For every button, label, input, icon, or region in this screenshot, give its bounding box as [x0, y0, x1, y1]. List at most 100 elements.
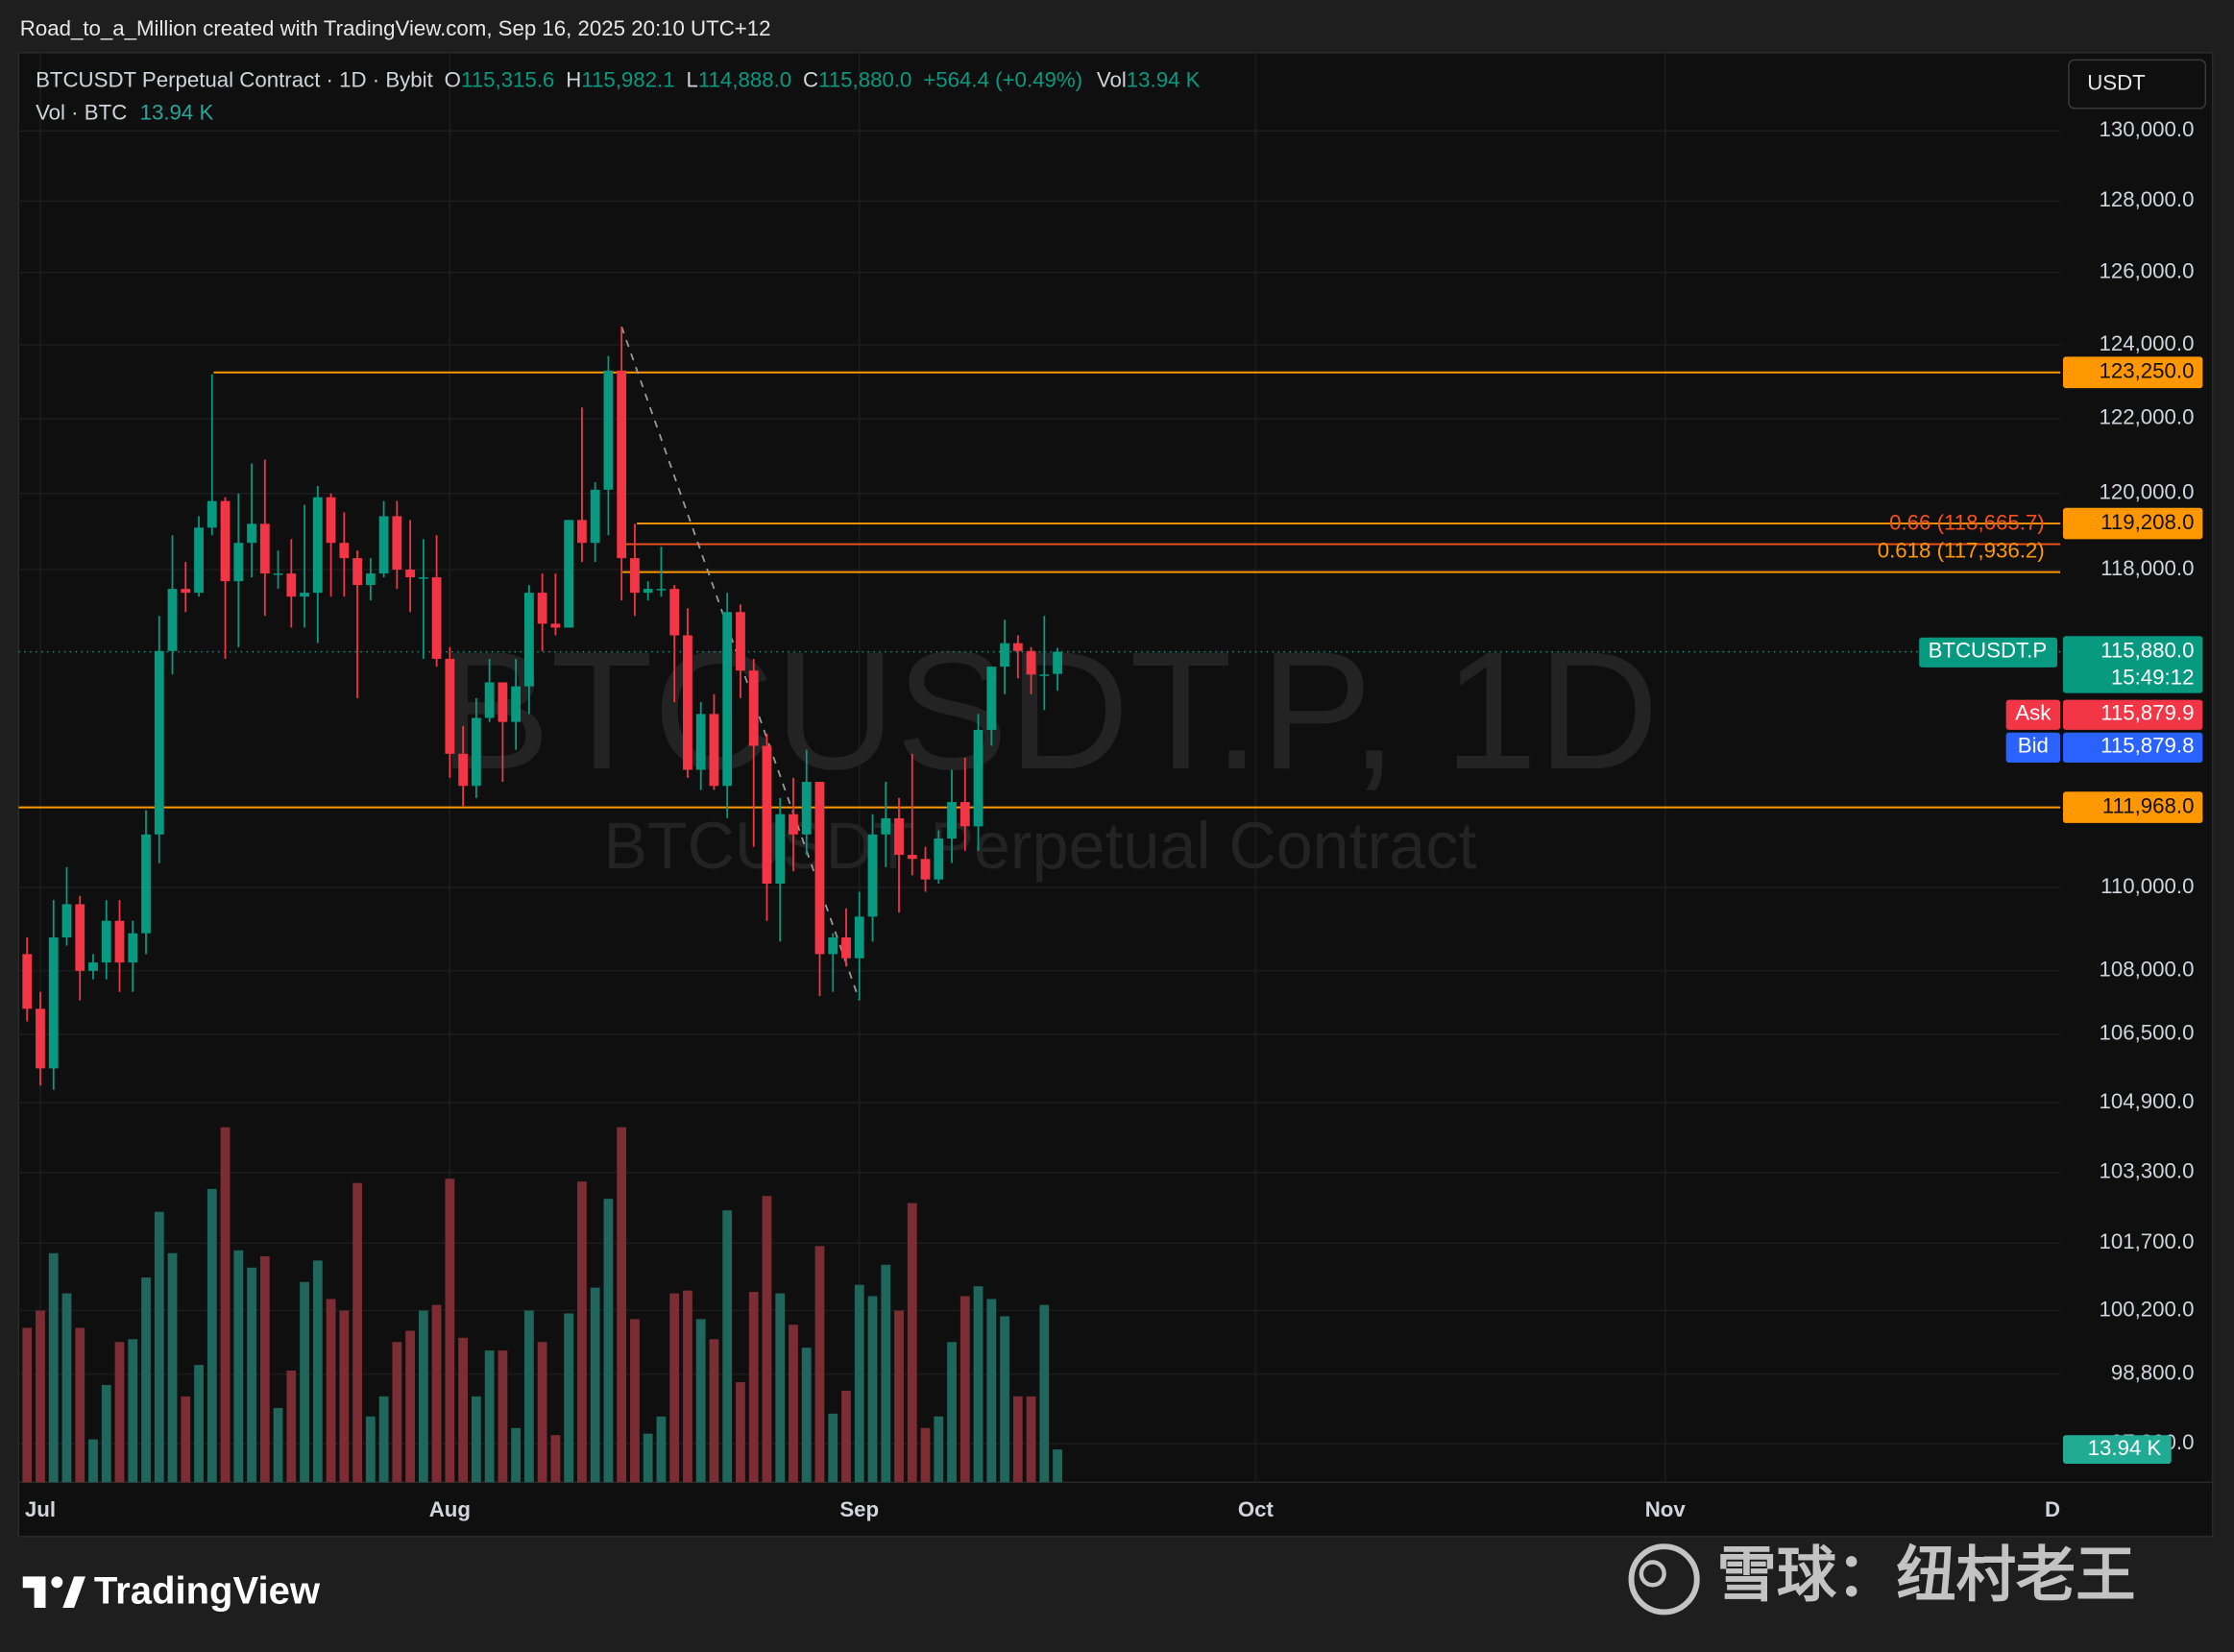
candle-body: [617, 370, 627, 559]
volume-bar: [973, 1286, 983, 1483]
volume-bar: [75, 1327, 85, 1483]
legend-item: 115,315.6: [461, 67, 554, 91]
candle-body: [378, 516, 389, 574]
volume-bar: [564, 1313, 574, 1483]
candle-body: [590, 489, 600, 544]
legend-item: 13.94 K: [1127, 67, 1201, 91]
candle-body: [683, 635, 692, 770]
volume-bar: [709, 1339, 719, 1483]
candle-body: [312, 497, 323, 594]
currency-label: USDT: [2087, 70, 2146, 94]
volume-bar: [339, 1310, 350, 1483]
volume-bar: [1012, 1396, 1023, 1483]
volume-bar: [114, 1342, 125, 1483]
logo-text: TradingView: [94, 1570, 321, 1613]
bid-name-tag: [2005, 732, 2061, 763]
legend-item: 114,888.0: [698, 67, 791, 91]
candle-body: [603, 370, 614, 490]
candle-body: [206, 500, 217, 528]
candle-body: [695, 714, 706, 770]
level-tag-label: 123,250.0: [2100, 359, 2195, 383]
volume-bar: [736, 1382, 745, 1483]
candle-body: [736, 612, 745, 671]
volume-bar: [947, 1342, 957, 1483]
volume-bar: [431, 1304, 442, 1483]
volume-bar: [312, 1260, 323, 1483]
x-tick-label: Oct: [1238, 1497, 1275, 1521]
candle-body: [709, 714, 719, 787]
volume-bar: [498, 1350, 508, 1483]
level-tag-label: 119,208.0: [2100, 510, 2194, 534]
volume-bar: [286, 1371, 297, 1483]
candle-body: [564, 520, 574, 628]
candle-body: [722, 612, 733, 787]
volume-bar: [101, 1385, 111, 1483]
y-tick-label: 101,700.0: [2100, 1229, 2195, 1253]
candle-body: [511, 686, 522, 722]
y-tick-label: 108,000.0: [2100, 958, 2195, 982]
volume-bar: [220, 1127, 231, 1483]
candle-body: [247, 523, 256, 544]
volume-bar: [828, 1413, 838, 1483]
candle-body: [1026, 650, 1036, 675]
candle-body: [273, 573, 283, 575]
y-tick-label: 128,000.0: [2100, 187, 2195, 211]
volume-bar: [894, 1310, 904, 1483]
volume-bar: [762, 1196, 772, 1483]
candle-body: [656, 589, 667, 591]
candle-body: [75, 904, 85, 971]
candle-body: [259, 523, 270, 574]
candle-body: [959, 802, 970, 827]
candle-body: [828, 937, 838, 955]
volume-bar: [907, 1203, 917, 1483]
candle-body: [947, 802, 957, 839]
watermark-title: BTCUSDT.P, 1D: [438, 618, 1659, 805]
x-tick-label: Aug: [429, 1497, 471, 1521]
volume-bar: [789, 1324, 798, 1483]
candle-body: [167, 589, 178, 651]
candle-body: [458, 753, 469, 787]
countdown: 15:49:12: [2111, 666, 2195, 690]
volume-bar: [326, 1299, 336, 1483]
candle-body: [405, 570, 415, 578]
currency-button[interactable]: [2068, 59, 2207, 109]
volume-bar: [959, 1296, 970, 1483]
candle-body: [867, 834, 878, 917]
attribution: Road_to_a_Million created with TradingVi…: [20, 16, 771, 40]
legend-row: Vol · BTC 13.94 K: [36, 101, 213, 125]
candle-body: [431, 577, 442, 659]
legend-item: L: [686, 67, 697, 91]
candle-body: [1012, 643, 1023, 651]
volume-tag-label: 13.94 K: [2088, 1436, 2162, 1460]
y-tick-label: 106,500.0: [2100, 1021, 2195, 1045]
candle-body: [523, 593, 534, 687]
candle-body: [907, 855, 917, 860]
ask-price-tag: [2062, 699, 2203, 730]
overlay: Jul Aug Sep Oct Nov D 130,000.0 128,000.0 126,00…: [25, 59, 2207, 1521]
volume-bar: [748, 1292, 759, 1483]
legend-item: H: [566, 67, 581, 91]
volume-bar: [1053, 1449, 1062, 1483]
y-tick-label: 122,000.0: [2100, 405, 2195, 429]
volume-bar: [405, 1330, 415, 1483]
candle-body: [154, 650, 164, 835]
candle-body: [630, 558, 640, 594]
candle-body: [789, 814, 798, 835]
volume-bar: [630, 1319, 640, 1483]
y-tick-label: 104,900.0: [2100, 1089, 2195, 1113]
candle-body: [1000, 643, 1009, 668]
tradingview-logo: TradingView: [22, 1570, 321, 1613]
candle-body: [537, 593, 547, 624]
volume-bar: [22, 1327, 33, 1483]
volume-bar: [128, 1339, 138, 1483]
candle-body: [775, 814, 786, 884]
candle-body: [61, 904, 72, 938]
level-label: 0.618 (117,936.2): [1878, 539, 2045, 563]
candle-body: [973, 729, 983, 827]
candle-body: [233, 543, 244, 582]
volume-bar: [523, 1310, 534, 1483]
y-tick-label: 100,200.0: [2100, 1297, 2195, 1321]
volume-bar: [273, 1407, 283, 1483]
candle-body: [326, 497, 336, 544]
